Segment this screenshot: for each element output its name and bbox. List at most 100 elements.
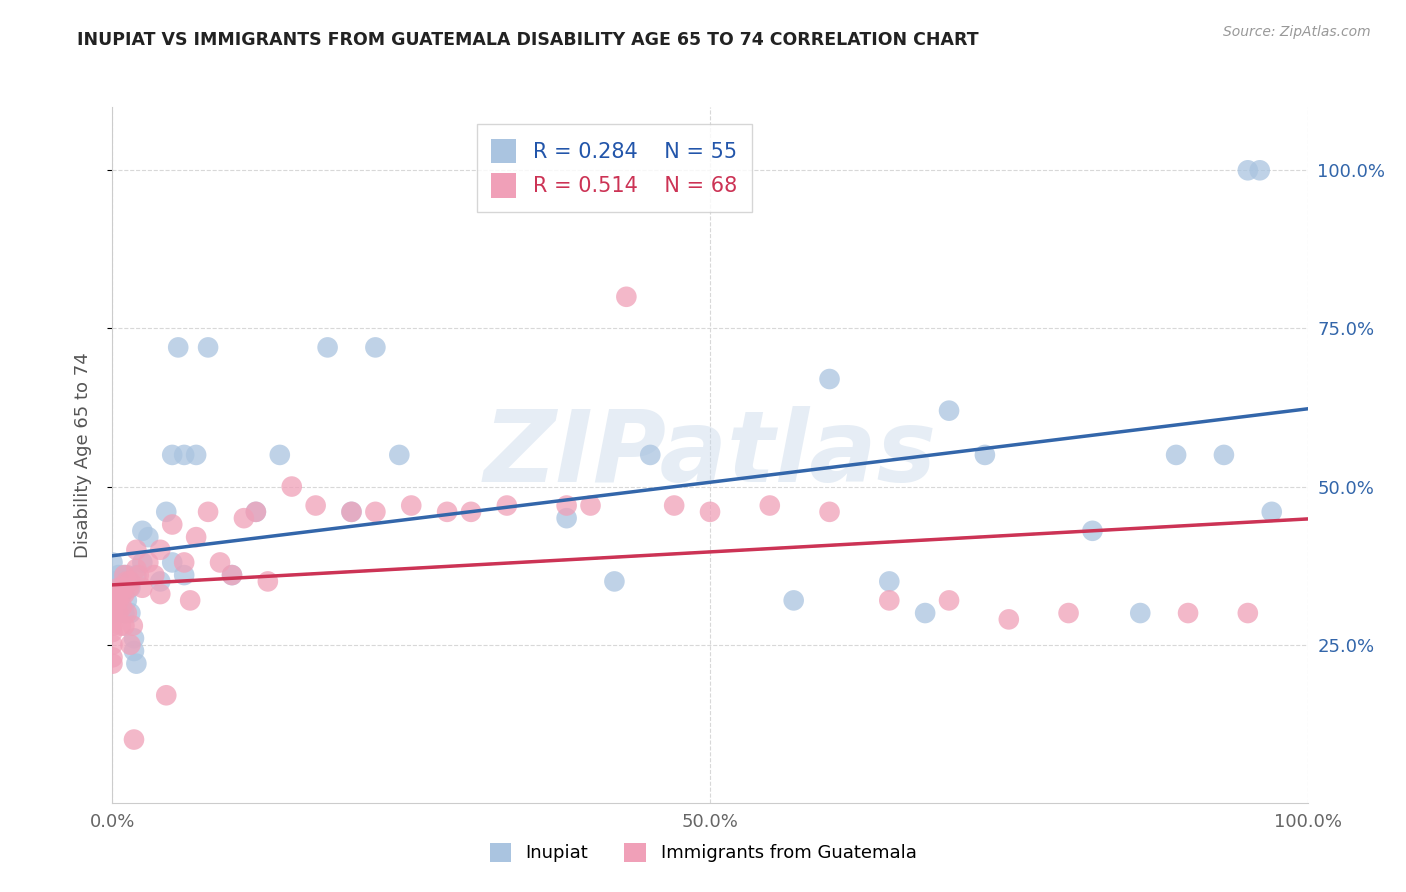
Point <box>1237 163 1260 178</box>
Point <box>101 606 124 620</box>
Point <box>162 556 183 570</box>
Point <box>125 562 148 576</box>
Point <box>555 511 578 525</box>
Point <box>143 568 166 582</box>
Point <box>111 599 134 614</box>
Point <box>138 530 160 544</box>
Point <box>149 542 172 557</box>
Point <box>114 568 135 582</box>
Point <box>115 568 138 582</box>
Point <box>131 524 153 538</box>
Point <box>1081 524 1104 538</box>
Point <box>131 581 153 595</box>
Point <box>120 606 142 620</box>
Point <box>101 593 124 607</box>
Point <box>122 644 145 658</box>
Point <box>245 505 267 519</box>
Text: INUPIAT VS IMMIGRANTS FROM GUATEMALA DISABILITY AGE 65 TO 74 CORRELATION CHART: INUPIAT VS IMMIGRANTS FROM GUATEMALA DIS… <box>77 31 979 49</box>
Point <box>121 618 143 632</box>
Point <box>107 606 129 620</box>
Point <box>340 505 363 519</box>
Point <box>101 638 124 652</box>
Point <box>101 657 124 671</box>
Point <box>1261 505 1284 519</box>
Point <box>110 618 132 632</box>
Point <box>1129 606 1152 620</box>
Point <box>914 606 936 620</box>
Point <box>173 556 195 570</box>
Point <box>101 618 124 632</box>
Point <box>101 625 124 640</box>
Point <box>233 511 256 525</box>
Legend: Inupiat, Immigrants from Guatemala: Inupiat, Immigrants from Guatemala <box>482 836 924 870</box>
Point <box>162 517 183 532</box>
Point <box>101 650 124 665</box>
Point <box>111 581 134 595</box>
Point <box>115 593 138 607</box>
Point <box>114 587 135 601</box>
Point <box>122 632 145 646</box>
Point <box>579 499 602 513</box>
Point <box>1166 448 1188 462</box>
Point <box>1237 606 1260 620</box>
Point <box>101 587 124 601</box>
Point <box>1213 448 1236 462</box>
Point <box>122 732 145 747</box>
Point <box>436 505 458 519</box>
Point <box>125 568 148 582</box>
Point <box>340 505 363 519</box>
Point <box>197 340 219 354</box>
Point <box>818 372 841 386</box>
Point <box>460 505 482 519</box>
Point <box>496 499 519 513</box>
Point <box>221 568 243 582</box>
Point <box>125 542 148 557</box>
Point <box>111 587 134 601</box>
Point <box>162 448 183 462</box>
Point <box>149 587 172 601</box>
Text: ZIPatlas: ZIPatlas <box>484 407 936 503</box>
Point <box>197 505 219 519</box>
Point <box>257 574 280 589</box>
Point <box>101 599 124 614</box>
Point <box>1249 163 1271 178</box>
Point <box>401 499 423 513</box>
Point <box>186 530 208 544</box>
Point <box>120 638 142 652</box>
Point <box>120 581 142 595</box>
Point <box>149 574 172 589</box>
Point <box>107 574 129 589</box>
Point <box>120 574 142 589</box>
Point <box>155 505 177 519</box>
Point <box>221 568 243 582</box>
Point <box>107 568 129 582</box>
Point <box>603 574 626 589</box>
Point <box>879 593 901 607</box>
Point <box>101 606 124 620</box>
Point <box>782 593 804 607</box>
Point <box>1057 606 1080 620</box>
Point <box>186 448 208 462</box>
Point <box>111 587 134 601</box>
Point <box>114 574 135 589</box>
Point <box>173 448 195 462</box>
Point <box>974 448 997 462</box>
Point <box>114 581 135 595</box>
Point <box>114 568 135 582</box>
Point <box>1177 606 1199 620</box>
Point <box>938 593 960 607</box>
Point <box>167 340 190 354</box>
Point <box>281 479 304 493</box>
Point <box>111 581 134 595</box>
Point <box>138 556 160 570</box>
Point <box>555 499 578 513</box>
Point <box>107 581 129 595</box>
Point <box>616 290 638 304</box>
Legend: R = 0.284    N = 55, R = 0.514    N = 68: R = 0.284 N = 55, R = 0.514 N = 68 <box>477 124 752 212</box>
Point <box>131 556 153 570</box>
Point <box>938 403 960 417</box>
Point <box>879 574 901 589</box>
Point <box>179 593 201 607</box>
Point <box>364 505 387 519</box>
Point <box>128 568 150 582</box>
